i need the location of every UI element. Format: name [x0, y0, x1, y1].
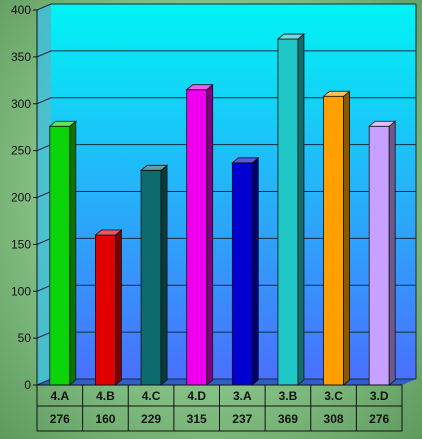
bar-side: [343, 90, 350, 386]
bar-3.D: [368, 120, 397, 386]
bar-front: [231, 162, 253, 386]
bar-4.A: [48, 120, 77, 386]
bar-front: [277, 38, 299, 386]
bar-side: [297, 33, 305, 386]
bar-top: [231, 157, 260, 164]
data-label: 229: [141, 412, 161, 426]
category-label: 3.D: [370, 389, 389, 403]
category-label: 4.A: [50, 389, 69, 403]
bar-3.B: [276, 33, 306, 386]
y-tick-label: 50: [18, 331, 32, 345]
y-tick-label: 150: [11, 237, 31, 251]
data-label: 276: [50, 412, 70, 426]
bar-side: [115, 229, 122, 386]
gridline: [36, 3, 416, 11]
bar-top: [322, 90, 351, 97]
y-tick-label: 300: [11, 97, 31, 111]
category-label: 3.A: [233, 389, 252, 403]
category-label: 4.D: [187, 389, 206, 403]
bar-side: [69, 120, 77, 386]
bar-top: [48, 120, 77, 127]
y-tick-label: 200: [11, 191, 31, 205]
y-tick-label: 350: [11, 50, 31, 64]
bar-top: [368, 120, 397, 127]
category-label: 3.B: [279, 389, 298, 403]
bar-front: [49, 125, 71, 386]
category-label: 4.B: [96, 389, 115, 403]
y-tick-label: 100: [11, 284, 31, 298]
category-label: 3.C: [324, 389, 343, 403]
bar-top: [139, 164, 169, 171]
y-tick-label: 250: [11, 144, 31, 158]
bar-4.D: [185, 83, 214, 386]
bar-side: [160, 164, 168, 386]
category-label: 4.C: [142, 389, 161, 403]
bar-4.C: [139, 164, 169, 386]
data-label: 315: [187, 412, 207, 426]
bar-front: [368, 125, 390, 386]
data-label: 276: [369, 412, 389, 426]
bar-side: [388, 120, 396, 386]
bar-top: [94, 229, 123, 236]
y-tick-label: 0: [24, 378, 31, 392]
bar-front: [140, 169, 162, 386]
bar-3.A: [231, 156, 260, 386]
bar-3.C: [322, 90, 351, 386]
bar-top: [185, 84, 214, 91]
plot-floor: [37, 379, 416, 385]
bar-front: [186, 89, 208, 386]
y-tick-label: 400: [11, 3, 31, 17]
bar-side: [251, 156, 259, 386]
data-label: 160: [95, 412, 115, 426]
bar-front: [323, 95, 344, 386]
data-label: 369: [278, 412, 298, 426]
data-label: 237: [232, 412, 252, 426]
bar-top: [276, 33, 306, 40]
bar-front: [95, 234, 116, 386]
bar-4.B: [94, 229, 123, 386]
bar-side: [206, 83, 214, 386]
data-label: 308: [324, 412, 344, 426]
